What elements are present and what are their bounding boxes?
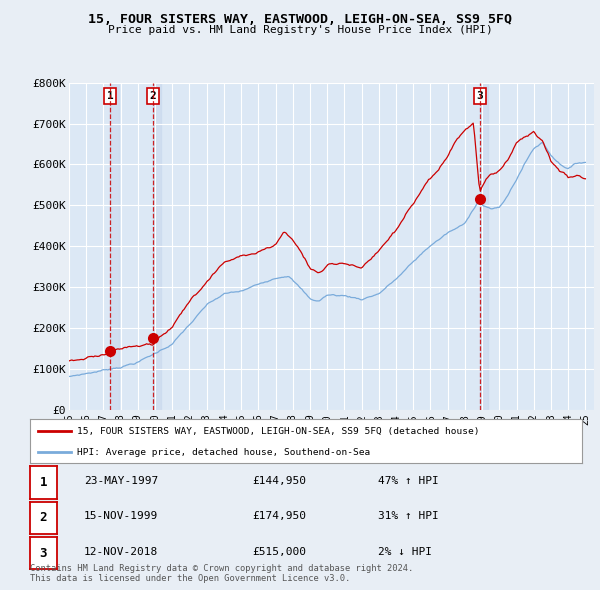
Text: Price paid vs. HM Land Registry's House Price Index (HPI): Price paid vs. HM Land Registry's House … bbox=[107, 25, 493, 35]
Bar bbox=[480, 83, 488, 410]
Text: 23-MAY-1997: 23-MAY-1997 bbox=[84, 476, 158, 486]
Text: £174,950: £174,950 bbox=[252, 512, 306, 522]
Text: 3: 3 bbox=[40, 546, 47, 560]
Text: 1: 1 bbox=[107, 91, 113, 101]
Text: 2: 2 bbox=[149, 91, 156, 101]
Bar bbox=[110, 83, 119, 410]
Text: 2: 2 bbox=[40, 511, 47, 525]
Text: HPI: Average price, detached house, Southend-on-Sea: HPI: Average price, detached house, Sout… bbox=[77, 448, 370, 457]
Text: £144,950: £144,950 bbox=[252, 476, 306, 486]
Text: £515,000: £515,000 bbox=[252, 547, 306, 557]
Text: 47% ↑ HPI: 47% ↑ HPI bbox=[378, 476, 439, 486]
Text: 15, FOUR SISTERS WAY, EASTWOOD, LEIGH-ON-SEA, SS9 5FQ: 15, FOUR SISTERS WAY, EASTWOOD, LEIGH-ON… bbox=[88, 13, 512, 26]
Text: 3: 3 bbox=[476, 91, 483, 101]
Text: 12-NOV-2018: 12-NOV-2018 bbox=[84, 547, 158, 557]
Text: Contains HM Land Registry data © Crown copyright and database right 2024.
This d: Contains HM Land Registry data © Crown c… bbox=[30, 563, 413, 583]
Text: 2% ↓ HPI: 2% ↓ HPI bbox=[378, 547, 432, 557]
Text: 31% ↑ HPI: 31% ↑ HPI bbox=[378, 512, 439, 522]
Text: 15-NOV-1999: 15-NOV-1999 bbox=[84, 512, 158, 522]
Bar bbox=[153, 83, 161, 410]
Text: 1: 1 bbox=[40, 476, 47, 489]
Text: 15, FOUR SISTERS WAY, EASTWOOD, LEIGH-ON-SEA, SS9 5FQ (detached house): 15, FOUR SISTERS WAY, EASTWOOD, LEIGH-ON… bbox=[77, 427, 479, 436]
